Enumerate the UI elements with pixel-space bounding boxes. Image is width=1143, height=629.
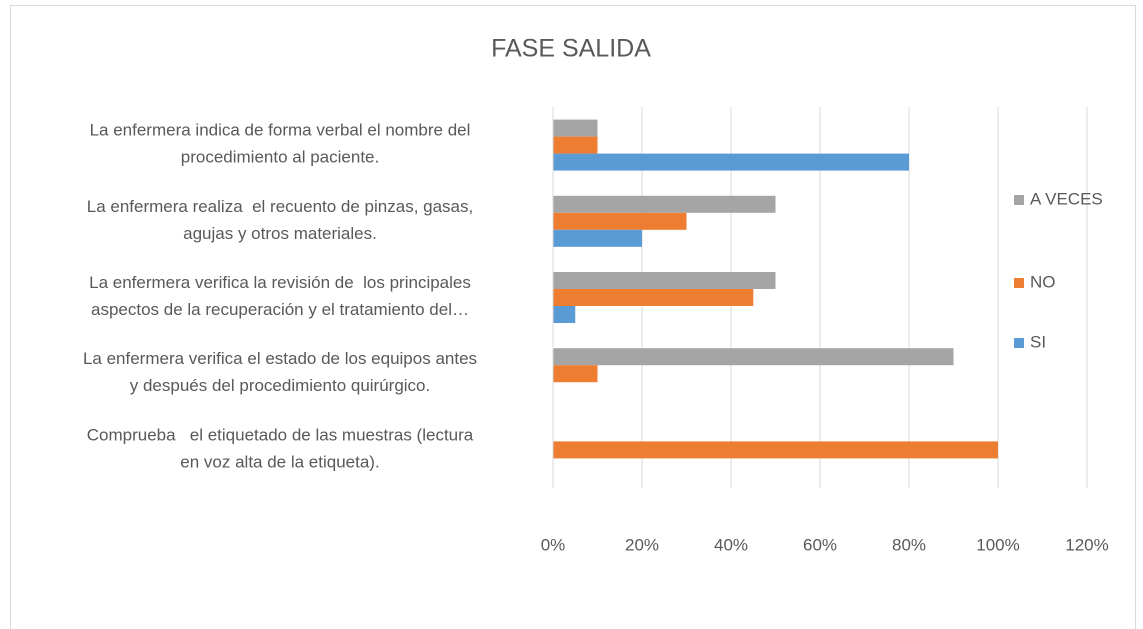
y-tick-label: aspectos de la recuperación y el tratami…	[91, 300, 469, 319]
x-tick-label: 0%	[541, 535, 566, 554]
bar	[553, 212, 687, 230]
chart-title: FASE SALIDA	[491, 35, 651, 63]
y-tick-label: La enfermera verifica la revisión de los…	[89, 273, 471, 292]
x-tick-label: 80%	[892, 535, 926, 554]
y-tick-label: y después del procedimiento quirúrgico.	[130, 376, 431, 395]
x-tick-label: 120%	[1065, 535, 1108, 554]
bar	[553, 136, 598, 154]
legend-swatch	[1014, 338, 1024, 348]
y-tick-label: La enfermera verifica el estado de los e…	[83, 349, 477, 368]
bar	[553, 289, 754, 306]
y-tick-label: agujas y otros materiales.	[183, 224, 377, 243]
bar	[553, 229, 642, 247]
bar	[553, 365, 598, 383]
x-tick-label: 100%	[976, 535, 1019, 554]
bar	[553, 441, 998, 459]
y-tick-label: La enfermera indica de forma verbal el n…	[90, 121, 471, 140]
legend-label: SI	[1030, 332, 1046, 351]
x-tick-label: 40%	[714, 535, 748, 554]
legend-swatch	[1014, 278, 1024, 288]
legend-swatch	[1014, 195, 1024, 205]
bar	[553, 306, 576, 323]
y-tick-label: procedimiento al paciente.	[181, 148, 379, 167]
y-tick-label: Comprueba el etiquetado de las muestras …	[87, 425, 474, 444]
legend-label: A VECES	[1030, 189, 1103, 208]
bar	[553, 272, 776, 289]
x-tick-label: 60%	[803, 535, 837, 554]
legend-label: NO	[1030, 272, 1056, 291]
bar	[553, 153, 909, 171]
y-tick-label: La enfermera realiza el recuento de pinz…	[87, 197, 474, 216]
bar	[553, 348, 954, 366]
y-tick-label: en voz alta de la etiqueta).	[180, 452, 379, 471]
bar	[553, 195, 776, 213]
bar	[553, 119, 598, 137]
x-tick-label: 20%	[625, 535, 659, 554]
